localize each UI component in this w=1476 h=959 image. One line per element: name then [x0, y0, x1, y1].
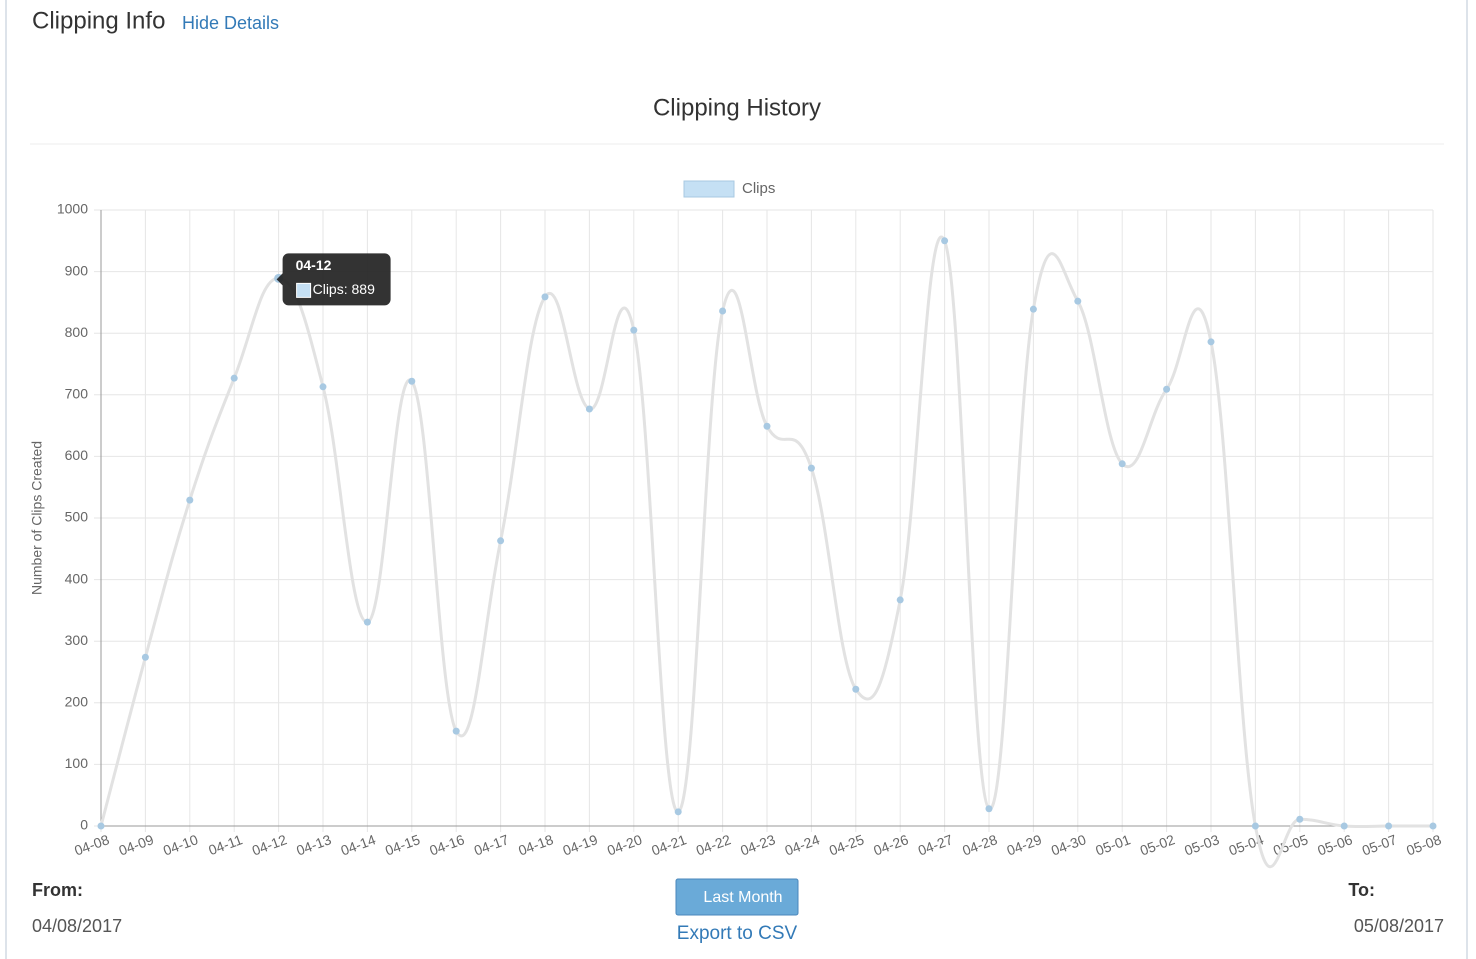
- x-tick-label: 04-20: [605, 831, 644, 858]
- x-tick-label: 05-07: [1360, 831, 1399, 858]
- data-point: [497, 537, 505, 545]
- x-tick-label: 04-16: [427, 831, 466, 858]
- data-point: [1163, 385, 1171, 393]
- data-point: [186, 496, 194, 504]
- y-tick-label: 500: [65, 509, 89, 525]
- data-point: [97, 822, 105, 830]
- x-tick-label: 04-09: [117, 831, 156, 858]
- x-tick-label: 04-29: [1005, 831, 1044, 858]
- y-tick-label: 300: [65, 632, 89, 648]
- data-point: [630, 326, 638, 334]
- y-tick-label: 100: [65, 755, 89, 771]
- y-axis-title: Number of Clips Created: [29, 441, 45, 595]
- data-point: [1251, 822, 1259, 830]
- x-tick-label: 04-26: [871, 831, 910, 858]
- data-point: [896, 596, 904, 604]
- x-tick-label: 04-23: [738, 831, 777, 858]
- data-point: [452, 727, 460, 735]
- x-tick-label: 04-14: [339, 831, 378, 858]
- y-tick-label: 400: [65, 570, 89, 586]
- y-tick-label: 900: [65, 262, 89, 278]
- x-tick-label: 04-12: [250, 831, 289, 858]
- x-tick-label: 05-03: [1182, 831, 1221, 858]
- data-point: [674, 808, 682, 816]
- y-tick-label: 800: [65, 324, 89, 340]
- tooltip-text: Clips: 889: [313, 281, 375, 297]
- data-point: [1296, 815, 1304, 823]
- data-point: [719, 307, 727, 315]
- data-point: [807, 464, 815, 472]
- x-tick-label: 04-28: [960, 831, 999, 858]
- data-point: [585, 405, 593, 413]
- last-month-button[interactable]: [675, 878, 799, 916]
- to-date: 05/08/2017: [1354, 916, 1444, 936]
- from-label: From:: [32, 880, 83, 900]
- x-tick-label: 04-10: [161, 831, 200, 858]
- data-point: [1429, 822, 1437, 830]
- y-tick-label: 0: [80, 817, 88, 833]
- tooltip-swatch: [296, 282, 312, 298]
- button-label[interactable]: Last Month: [703, 889, 782, 906]
- x-tick-label: 04-08: [72, 831, 111, 858]
- section-title: Clipping Info: [32, 7, 165, 34]
- x-tick-label: 05-06: [1315, 831, 1354, 858]
- data-point: [408, 377, 416, 385]
- from-date: 04/08/2017: [32, 916, 122, 936]
- data-point: [230, 374, 238, 382]
- tooltip-box: [276, 253, 391, 306]
- x-tick-label: 04-22: [694, 831, 733, 858]
- data-point: [363, 618, 371, 626]
- data-point: [985, 805, 993, 813]
- x-tick-label: 04-21: [649, 831, 688, 858]
- x-tick-label: 04-30: [1049, 831, 1088, 858]
- y-tick-label: 600: [65, 447, 89, 463]
- data-point: [1118, 460, 1126, 468]
- legend-swatch: [683, 180, 735, 198]
- chart-title: Clipping History: [653, 94, 821, 121]
- data-point: [1340, 822, 1348, 830]
- x-tick-label: 04-15: [383, 831, 422, 858]
- x-tick-label: 04-17: [472, 831, 511, 858]
- data-point: [852, 685, 860, 693]
- data-point: [763, 422, 771, 430]
- data-point: [1074, 297, 1082, 305]
- data-point: [541, 293, 549, 301]
- y-tick-label: 1000: [57, 201, 88, 217]
- to-label: To:: [1348, 880, 1375, 900]
- x-tick-label: 05-05: [1271, 831, 1310, 858]
- x-tick-label: 05-08: [1404, 831, 1443, 858]
- x-tick-label: 04-24: [783, 831, 822, 858]
- y-tick-label: 200: [65, 694, 89, 710]
- data-point: [1029, 305, 1037, 313]
- hide-details-link[interactable]: Hide Details: [182, 13, 279, 33]
- legend-label: Clips: [742, 180, 775, 197]
- export-link[interactable]: Export to CSV: [677, 923, 798, 944]
- x-tick-label: 04-25: [827, 831, 866, 858]
- x-tick-label: 04-27: [916, 831, 955, 858]
- x-tick-label: 04-19: [561, 831, 600, 858]
- x-tick-label: 04-18: [516, 831, 555, 858]
- data-point: [1385, 822, 1393, 830]
- data-point: [319, 383, 327, 391]
- x-tick-label: 04-13: [294, 831, 333, 858]
- data-point: [1207, 338, 1215, 346]
- data-point: [941, 237, 949, 245]
- x-tick-label: 04-11: [206, 831, 244, 858]
- y-tick-label: 700: [65, 386, 89, 402]
- data-point: [141, 653, 149, 661]
- x-tick-label: 05-01: [1093, 831, 1132, 858]
- x-tick-label: 05-02: [1138, 831, 1177, 858]
- tooltip-title: 04-12: [296, 257, 332, 273]
